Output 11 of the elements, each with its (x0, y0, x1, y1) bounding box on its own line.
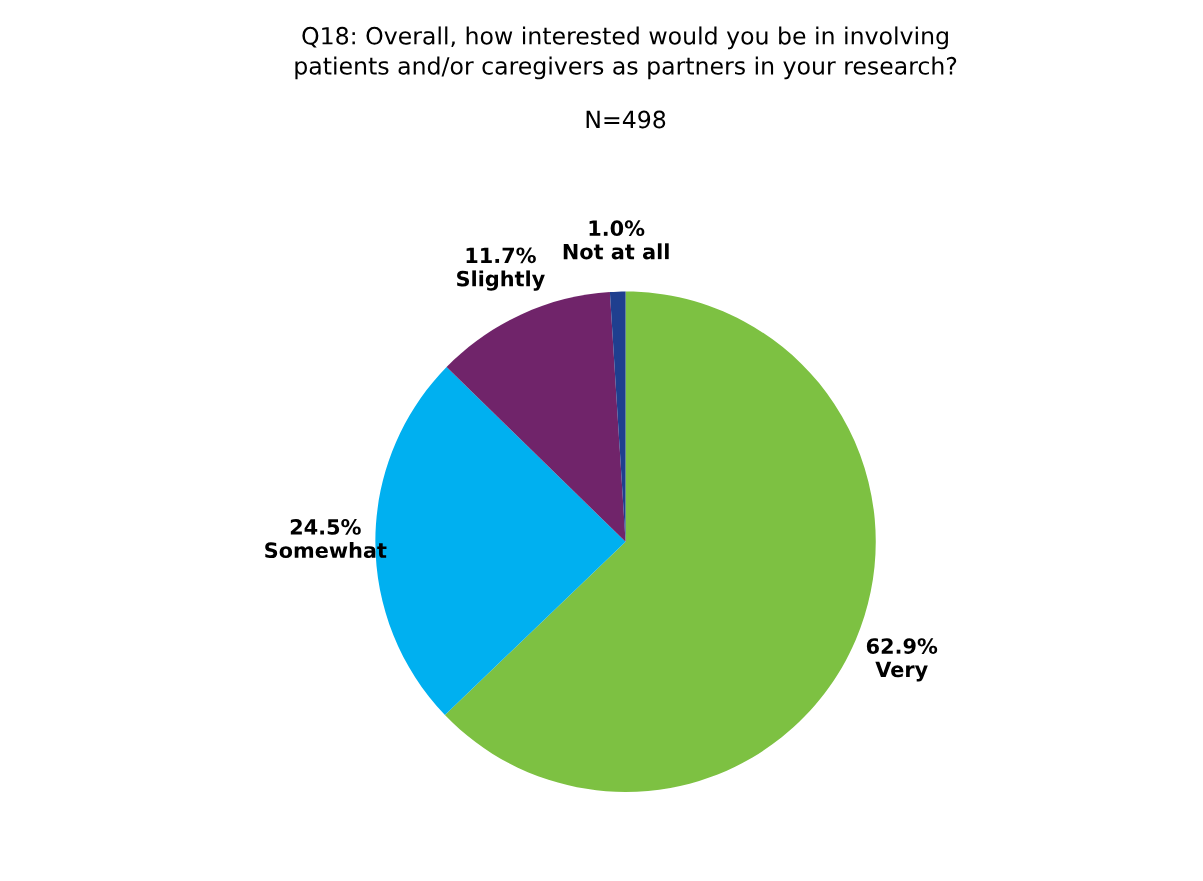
data-label: 24.5% (290, 519, 361, 535)
pie-slice (609, 291, 626, 542)
data-label: 11.7% (466, 247, 536, 264)
chart-subtitle: N=498 (586, 110, 666, 129)
chart-title: Q18: Overall, how interested would you be in involving patients and/or caregivers as partners in your research? (295, 26, 957, 80)
pie-slice (446, 292, 626, 542)
slice-label: Not at all (563, 243, 669, 260)
slice-label: Very (875, 661, 928, 682)
slice-label: Slightly (457, 270, 545, 291)
data-label: 1.0% (589, 220, 645, 237)
data-label: 62.9% (866, 638, 938, 654)
